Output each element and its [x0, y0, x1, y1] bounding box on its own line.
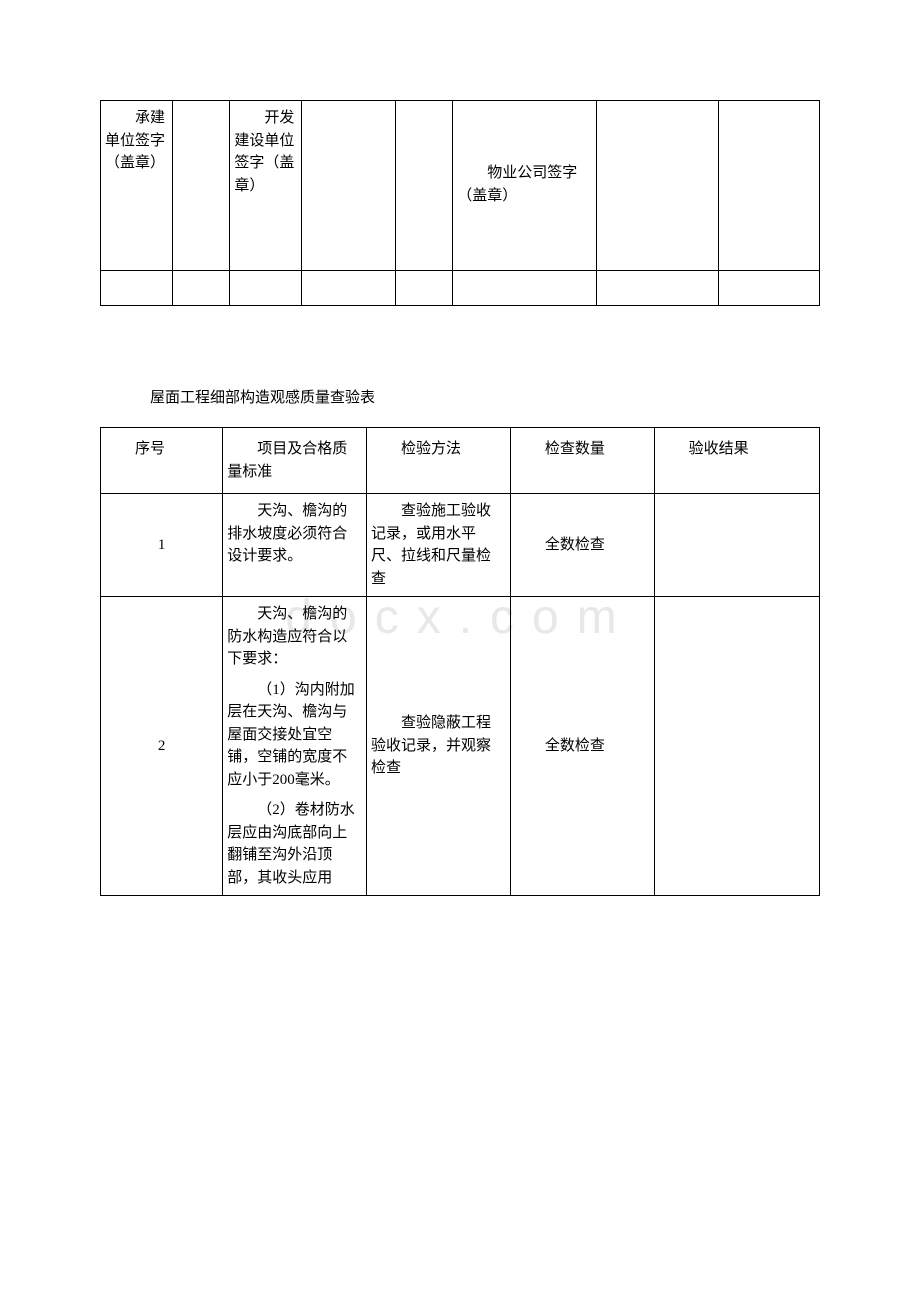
row1-method: 查验施工验收记录，或用水平尺、拉线和尺量检查: [367, 494, 511, 597]
date-cell: [172, 271, 230, 306]
inspection-row-2: 2 天沟、檐沟的防水构造应符合以下要求： （1）沟内附加层在天沟、檐沟与屋面交接…: [101, 597, 820, 896]
contractor-label-text: 承建单位签字（盖章）: [105, 107, 168, 175]
contractor-signature-label: 承建单位签字（盖章）: [101, 101, 173, 271]
header-criteria-text: 项目及合格质量标准: [227, 438, 362, 483]
row2-criteria-1: （1）沟内附加层在天沟、檐沟与屋面交接处宜空铺，空铺的宽度不应小于200毫米。: [227, 679, 362, 792]
header-serial-text: 序号: [105, 438, 218, 461]
row1-quantity: 全数检查: [510, 494, 654, 597]
date-cell: [597, 271, 719, 306]
property-signature-field-2: [719, 101, 820, 271]
row2-result: [654, 597, 819, 896]
header-serial: 序号: [101, 428, 223, 494]
header-quantity-text: 检查数量: [515, 438, 650, 461]
header-result: 验收结果: [654, 428, 819, 494]
property-signature-label: 物业公司签字（盖章）: [453, 101, 597, 271]
row1-quantity-text: 全数检查: [515, 534, 650, 557]
inspection-row-1: 1 天沟、檐沟的排水坡度必须符合设计要求。 查验施工验收记录，或用水平尺、拉线和…: [101, 494, 820, 597]
row2-criteria-intro: 天沟、檐沟的防水构造应符合以下要求：: [227, 603, 362, 671]
row1-criteria-text: 天沟、檐沟的排水坡度必须符合设计要求。: [227, 500, 362, 568]
row1-result: [654, 494, 819, 597]
signature-table: 承建单位签字（盖章） 开发建设单位签字（盖章） 物业公司签字（盖章）: [100, 100, 820, 306]
header-method-text: 检验方法: [371, 438, 506, 461]
row2-quantity: 全数检查: [510, 597, 654, 896]
header-result-text: 验收结果: [659, 438, 815, 461]
spacer-cell: [395, 101, 453, 271]
row1-criteria: 天沟、檐沟的排水坡度必须符合设计要求。: [223, 494, 367, 597]
signature-row: 承建单位签字（盖章） 开发建设单位签字（盖章） 物业公司签字（盖章）: [101, 101, 820, 271]
contractor-signature-field: [172, 101, 230, 271]
row2-criteria: 天沟、檐沟的防水构造应符合以下要求： （1）沟内附加层在天沟、檐沟与屋面交接处宜…: [223, 597, 367, 896]
header-criteria: 项目及合格质量标准: [223, 428, 367, 494]
date-cell: [302, 271, 395, 306]
row1-serial: 1: [101, 494, 223, 597]
date-cell: [230, 271, 302, 306]
signature-date-row: [101, 271, 820, 306]
date-cell: [453, 271, 597, 306]
row1-method-text: 查验施工验收记录，或用水平尺、拉线和尺量检查: [371, 500, 506, 590]
header-quantity: 检查数量: [510, 428, 654, 494]
row2-serial: 2: [101, 597, 223, 896]
inspection-header-row: 序号 项目及合格质量标准 检验方法 检查数量 验收结果: [101, 428, 820, 494]
row2-quantity-text: 全数检查: [515, 735, 650, 758]
property-signature-field-1: [597, 101, 719, 271]
row2-method: 查验隐蔽工程验收记录，并观察检查: [367, 597, 511, 896]
row2-method-text: 查验隐蔽工程验收记录，并观察检查: [371, 712, 506, 780]
inspection-table: 序号 项目及合格质量标准 检验方法 检查数量 验收结果 1 天沟、檐沟的排水坡度…: [100, 427, 820, 896]
header-method: 检验方法: [367, 428, 511, 494]
date-cell: [101, 271, 173, 306]
developer-signature-field: [302, 101, 395, 271]
date-cell: [719, 271, 820, 306]
property-label-text: 物业公司签字（盖章）: [457, 107, 592, 207]
row2-criteria-2: （2）卷材防水层应由沟底部向上翻铺至沟外沿顶部，其收头应用: [227, 799, 362, 889]
developer-label-text: 开发建设单位签字（盖章）: [234, 107, 297, 197]
developer-signature-label: 开发建设单位签字（盖章）: [230, 101, 302, 271]
section-title: 屋面工程细部构造观感质量查验表: [150, 386, 820, 407]
date-cell: [395, 271, 453, 306]
